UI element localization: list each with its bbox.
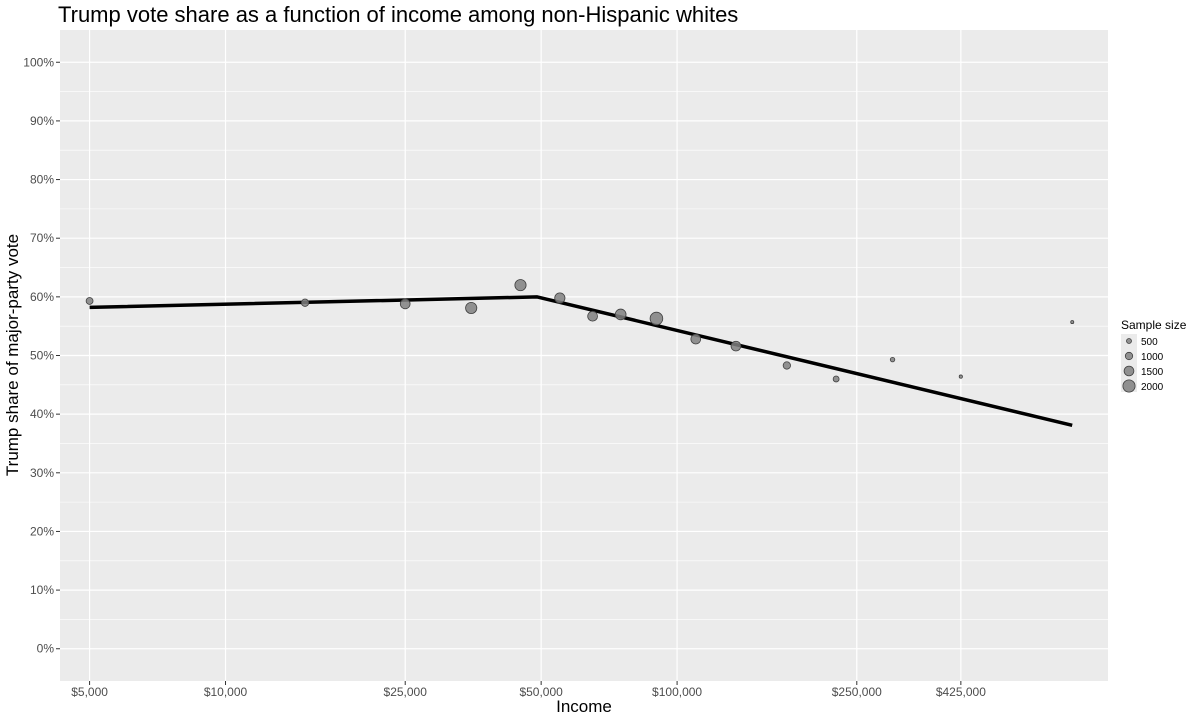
legend-key	[1124, 351, 1134, 361]
data-point	[465, 301, 478, 315]
x-axis-title: Income	[556, 697, 612, 716]
y-tick-label: 80%	[30, 173, 54, 187]
fit-line-layer	[89, 295, 1073, 428]
x-tick-label: $25,000	[384, 685, 428, 699]
legend-label: 2000	[1141, 382, 1164, 393]
x-tick-label: $425,000	[936, 685, 986, 699]
data-point	[782, 361, 791, 370]
legend-label: 1000	[1141, 352, 1164, 363]
legend-label: 500	[1141, 337, 1158, 348]
x-tick-label: $100,000	[652, 685, 702, 699]
data-point	[649, 311, 664, 326]
data-point	[1070, 320, 1075, 325]
gridlines	[60, 30, 1108, 681]
points-layer	[85, 279, 1075, 383]
data-point	[958, 374, 963, 379]
data-point	[514, 279, 527, 292]
y-tick-label: 70%	[30, 231, 54, 245]
legend-key	[1122, 379, 1136, 393]
y-tick-label: 0%	[37, 642, 55, 656]
data-point	[554, 292, 566, 304]
x-axis: $5,000 $10,000 $25,000 $50,000 $100,000 $250,…	[71, 681, 986, 699]
y-tick-label: 90%	[30, 114, 54, 128]
y-tick-label: 100%	[23, 55, 54, 69]
y-tick-label: 50%	[30, 349, 54, 363]
legend-title: Sample size	[1121, 318, 1187, 332]
data-point	[889, 356, 896, 363]
y-axis-title: Trump share of major-party vote	[3, 234, 22, 476]
legend: Sample size 500 1000 1500 2000	[1121, 318, 1187, 393]
x-tick-label: $5,000	[71, 685, 108, 699]
y-tick-label: 30%	[30, 466, 54, 480]
data-point	[587, 310, 598, 322]
x-tick-label: $10,000	[204, 685, 248, 699]
data-point	[614, 308, 627, 321]
legend-label: 1500	[1141, 367, 1164, 378]
legend-key	[1126, 338, 1132, 344]
legend-key-background	[1121, 334, 1137, 392]
data-point	[300, 298, 310, 307]
legend-key	[1123, 365, 1135, 377]
chart-title: Trump vote share as a function of income…	[58, 2, 738, 27]
y-tick-label: 40%	[30, 407, 54, 421]
data-point	[399, 298, 411, 310]
fit-line	[89, 295, 1073, 428]
x-tick-label: $250,000	[832, 685, 882, 699]
data-point	[690, 333, 702, 345]
y-tick-label: 10%	[30, 583, 54, 597]
x-tick-label: $50,000	[519, 685, 563, 699]
data-point	[730, 340, 742, 352]
y-tick-label: 20%	[30, 524, 54, 538]
data-point	[832, 375, 840, 383]
data-point	[85, 297, 94, 305]
y-axis: 0% 10% 20% 30% 40% 50% 60% 70% 80% 90% 100%	[23, 55, 60, 656]
y-tick-label: 60%	[30, 290, 54, 304]
